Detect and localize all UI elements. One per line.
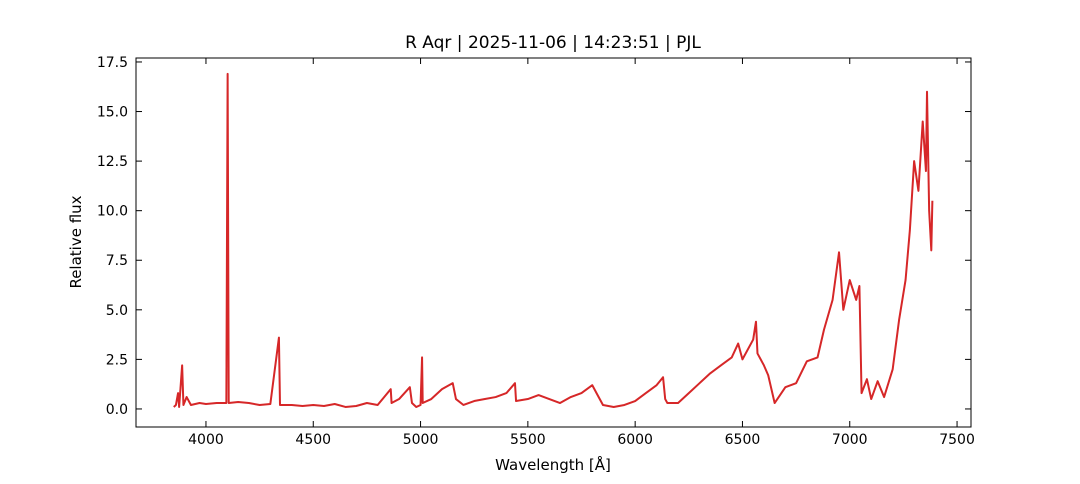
x-axis-label: Wavelength [Å]	[495, 455, 611, 474]
y-tick-label: 2.5	[106, 352, 128, 368]
y-tick-label: 10.0	[97, 204, 128, 220]
x-tick-label: 7500	[939, 432, 975, 448]
y-tick-label: 5.0	[106, 303, 128, 319]
x-tick-label: 5000	[403, 432, 439, 448]
x-tick-label: 6000	[617, 432, 653, 448]
x-tick-label: 4500	[295, 432, 331, 448]
y-tick-label: 7.5	[106, 253, 128, 269]
y-tick-label: 12.5	[97, 154, 128, 170]
y-tick-label: 17.5	[97, 55, 128, 71]
x-tick-label: 7000	[832, 432, 868, 448]
y-tick-label: 0.0	[106, 402, 128, 418]
x-tick-label: 6500	[725, 432, 761, 448]
x-tick-label: 4000	[188, 432, 224, 448]
chart-title: R Aqr | 2025-11-06 | 14:23:51 | PJL	[405, 33, 701, 53]
x-tick-label: 5500	[510, 432, 546, 448]
y-tick-label: 15.0	[97, 105, 128, 121]
spectrum-line	[173, 72, 934, 408]
plot-frame	[135, 57, 972, 428]
y-axis-label: Relative flux	[67, 195, 85, 288]
